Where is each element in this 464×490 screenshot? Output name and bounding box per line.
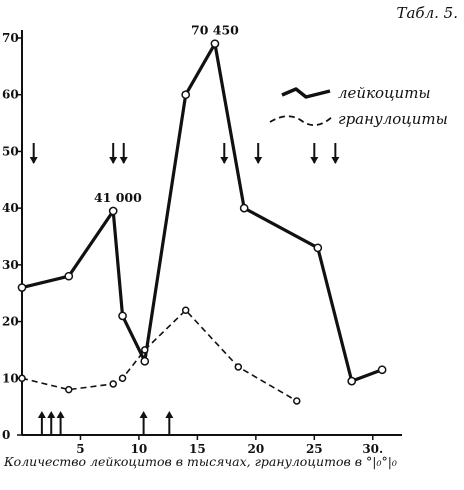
annotation-peak-1: 70 450 (191, 23, 239, 38)
data-point (234, 363, 243, 371)
x-tick-label-10: 10 (131, 442, 148, 456)
y-tick-label-50: 50 (2, 144, 19, 158)
chart-marks (17, 39, 387, 435)
data-point (239, 203, 249, 213)
data-point (210, 39, 220, 49)
x-tick-label-25: 25 (306, 442, 323, 456)
data-point (377, 365, 387, 375)
legend-label-granulocytes: гранулоциты (338, 110, 448, 128)
series-line-granulocytes (21, 309, 298, 402)
up-arrow-head (37, 411, 46, 418)
data-point (181, 306, 190, 314)
legend-line-leukocytes (281, 87, 331, 99)
down-arrow-head (29, 157, 38, 164)
data-point (347, 376, 357, 386)
data-point (17, 283, 27, 292)
up-arrow-head (47, 411, 56, 418)
up-arrow-head (165, 411, 174, 418)
data-point (313, 243, 323, 253)
data-point (118, 374, 127, 383)
x-tick-label-20: 20 (247, 442, 264, 456)
x-tick-label-5: 5 (76, 442, 84, 456)
legend-line-granulocytes (269, 115, 333, 127)
data-point (181, 90, 191, 100)
data-point (64, 271, 74, 281)
data-point (293, 397, 301, 405)
up-arrow-head (139, 411, 148, 418)
y-tick-label-60: 60 (2, 88, 19, 102)
annotation-peak-0: 41 000 (94, 190, 142, 205)
data-point (118, 311, 127, 321)
up-arrow-head (56, 411, 65, 418)
down-arrow-head (331, 157, 340, 164)
data-point (108, 206, 118, 216)
y-tick-label-10: 10 (2, 371, 19, 385)
down-arrow-head (254, 157, 263, 164)
chart-legend: лейкоциты гранулоциты (269, 84, 448, 128)
chart-labels: 0 10 20 30 40 50 60 70 5 10 15 20 25 30. 41 000 70 450 (2, 23, 383, 456)
y-tick-label-40: 40 (2, 201, 19, 215)
y-tick-label-20: 20 (2, 315, 19, 329)
data-point (109, 380, 117, 388)
series-line-leukocytes (21, 42, 383, 383)
down-arrow-head (310, 157, 319, 164)
data-point (141, 346, 149, 354)
y-tick-label-30: 30 (2, 258, 19, 272)
down-arrow-head (109, 157, 118, 164)
data-point (65, 385, 73, 394)
y-tick-label-0: 0 (2, 428, 10, 442)
x-tick-label-30: 30. (362, 442, 383, 456)
y-tick-label-70: 70 (2, 31, 19, 45)
data-point (140, 356, 150, 366)
down-arrow-head (220, 157, 229, 164)
x-tick-label-15: 15 (189, 442, 206, 456)
data-point (18, 374, 26, 383)
chart-caption: Количество лейкоцитов в тысячах, грануло… (3, 454, 397, 469)
axes (17, 30, 402, 440)
legend-label-leukocytes: лейкоциты (338, 84, 431, 102)
down-arrow-head (119, 157, 128, 164)
table-label: Табл. 5. (396, 4, 458, 22)
